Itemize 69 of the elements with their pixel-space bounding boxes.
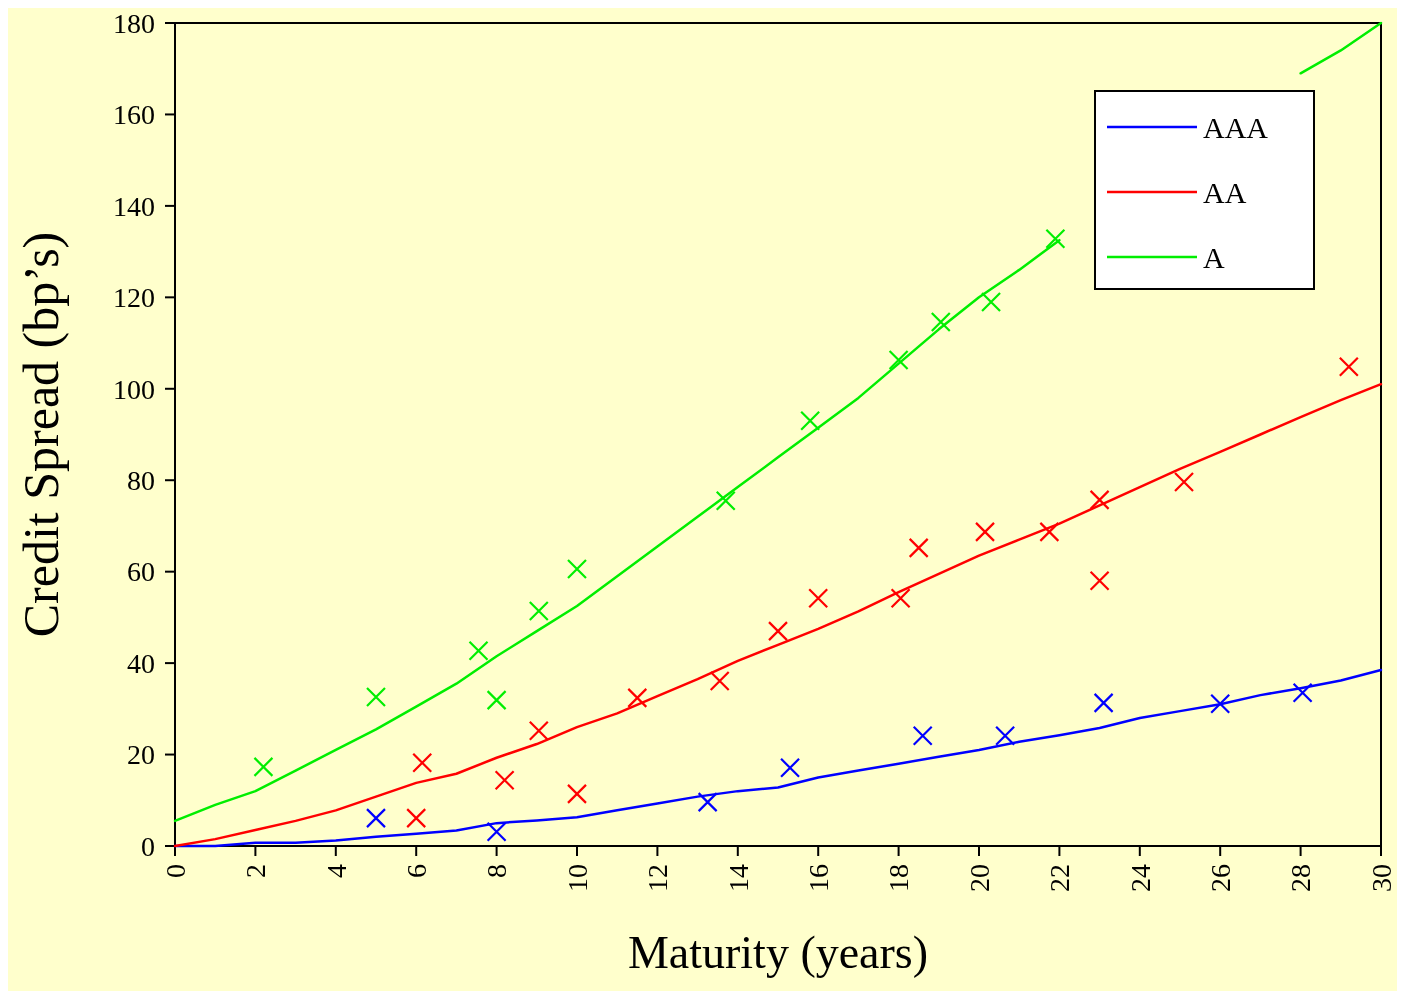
point [1210, 693, 1231, 714]
point [406, 808, 427, 829]
point [1045, 228, 1066, 249]
point [494, 770, 515, 791]
x-tick-label: 24 [1124, 864, 1156, 892]
point [890, 588, 911, 609]
x-tick-label: 30 [1365, 864, 1397, 892]
legend-label: AA [1203, 175, 1247, 209]
x-tick-label: 16 [803, 864, 834, 892]
point [1173, 471, 1195, 493]
y-tick-label: 80 [127, 465, 155, 497]
y-axis-title: Credit Spread (bp’s) [13, 231, 69, 638]
point [253, 756, 274, 777]
point [566, 558, 588, 580]
point [779, 757, 801, 778]
x-tick-label: 28 [1285, 864, 1317, 892]
point [995, 725, 1016, 746]
point [888, 349, 909, 371]
point [365, 686, 387, 708]
x-tick-label: 6 [401, 864, 432, 878]
point [800, 410, 821, 431]
point [1089, 570, 1110, 591]
point [1089, 489, 1110, 510]
point [767, 621, 789, 642]
legend-label: A [1203, 240, 1225, 274]
point [974, 521, 996, 542]
x-tick-label: 20 [963, 864, 995, 892]
y-tick-label: 160 [113, 99, 155, 131]
point [808, 588, 829, 609]
point [980, 291, 1002, 313]
x-tick-label: 18 [883, 864, 915, 892]
line-series [173, 382, 1383, 848]
y-tick-label: 60 [127, 556, 155, 588]
y-tick-label: 180 [113, 7, 155, 39]
point [365, 808, 387, 829]
point [1093, 692, 1114, 713]
point [627, 687, 648, 708]
y-tick-label: 40 [127, 647, 155, 679]
point [930, 311, 951, 333]
y-tick-label: 120 [113, 282, 155, 314]
x-tick-label: 12 [642, 864, 674, 892]
point [528, 600, 549, 622]
point [1039, 521, 1060, 542]
point [912, 725, 933, 746]
point [1338, 356, 1359, 377]
x-tick-label: 2 [240, 864, 272, 878]
x-tick-label: 8 [481, 864, 513, 878]
x-axis-title: Maturity (years) [627, 927, 929, 978]
point [697, 792, 718, 813]
point [1292, 682, 1313, 703]
x-tick-label: 10 [561, 864, 593, 892]
legend-label: AAA [1203, 110, 1269, 144]
point [486, 821, 507, 842]
point [468, 640, 489, 661]
x-tick-label: 14 [722, 864, 754, 892]
y-tick-label: 20 [127, 739, 155, 771]
point [528, 720, 549, 741]
point [709, 670, 730, 692]
y-tick-label: 140 [113, 190, 155, 222]
point [908, 537, 929, 558]
x-tick-label: 0 [159, 864, 191, 878]
y-tick-label: 100 [113, 373, 155, 405]
point [486, 690, 507, 711]
x-tick-label: 26 [1205, 864, 1236, 892]
point [412, 752, 433, 773]
x-tick-label: 4 [320, 864, 352, 878]
point [566, 783, 588, 804]
point [715, 490, 736, 511]
x-tick-label: 22 [1044, 864, 1076, 892]
